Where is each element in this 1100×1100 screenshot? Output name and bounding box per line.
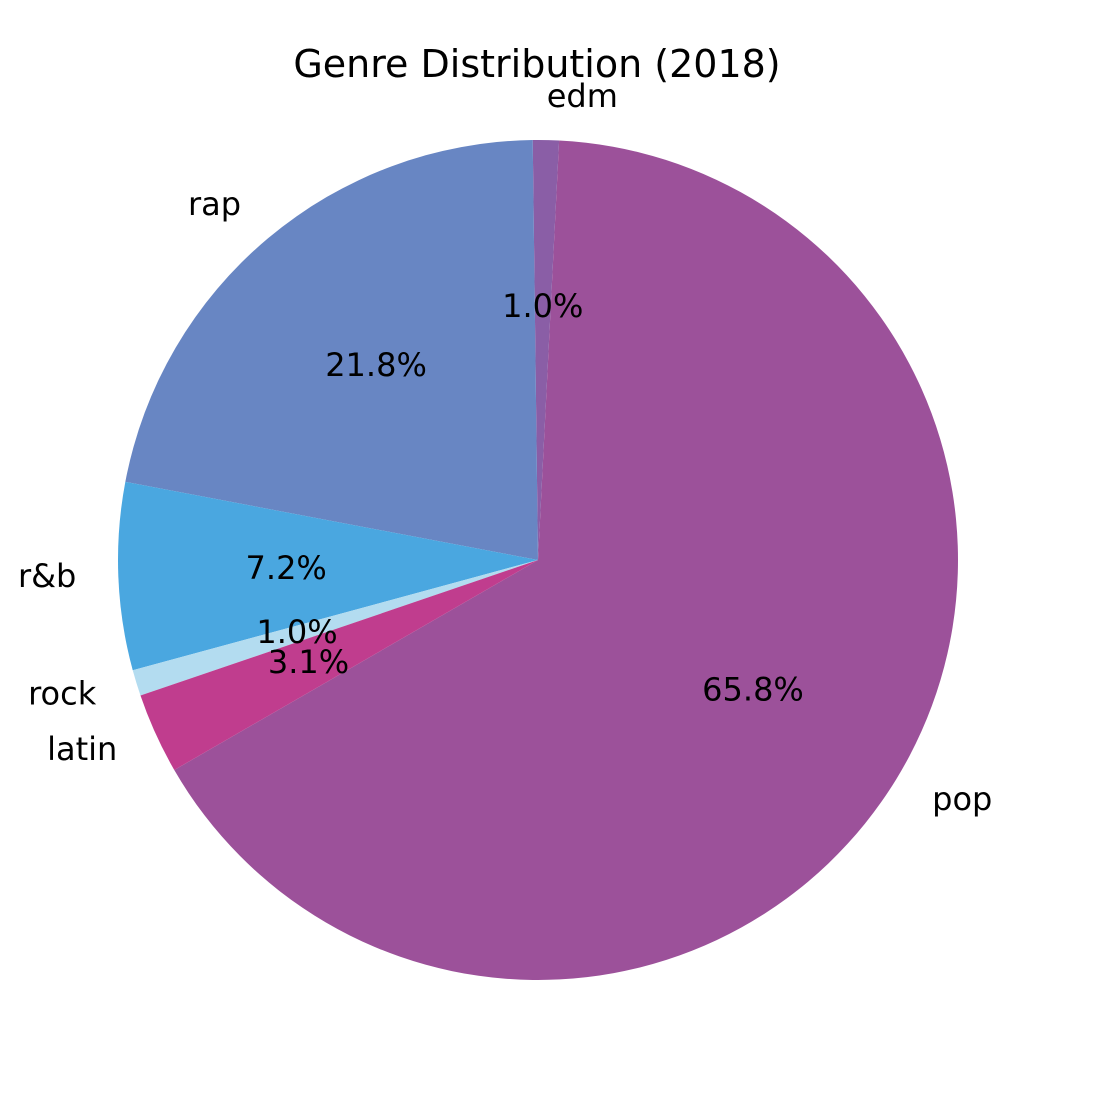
slice-label-rock: rock [28, 674, 97, 712]
slices-layer [117, 139, 958, 980]
pie-slice-rock [132, 560, 539, 696]
slice-label-pop: pop [932, 780, 992, 818]
slice-percent-r-b: 7.2% [246, 549, 327, 587]
slice-label-rap: rap [188, 185, 241, 223]
slice-percent-edm: 1.0% [502, 287, 583, 325]
pie-slice-rap [125, 140, 538, 560]
slice-label-r-b: r&b [18, 557, 76, 595]
pie-slice-pop [174, 140, 958, 980]
slice-percent-pop: 65.8% [702, 670, 804, 708]
pie-slice-edm [532, 139, 560, 560]
slice-percent-rock: 1.0% [256, 613, 337, 651]
slice-percent-rap: 21.8% [325, 346, 427, 384]
slice-label-latin: latin [47, 730, 117, 768]
chart-title: Genre Distribution (2018) [293, 42, 780, 86]
pie-slice-latin [140, 560, 539, 770]
slice-label-edm: edm [547, 77, 618, 115]
pie-slice-r-b [117, 481, 539, 671]
slice-percent-latin: 3.1% [268, 643, 349, 681]
labels-layer: pop 65.8% edm 1.0% rap 21.8% r&b 7.2% rock 1.0% la… [18, 77, 992, 818]
